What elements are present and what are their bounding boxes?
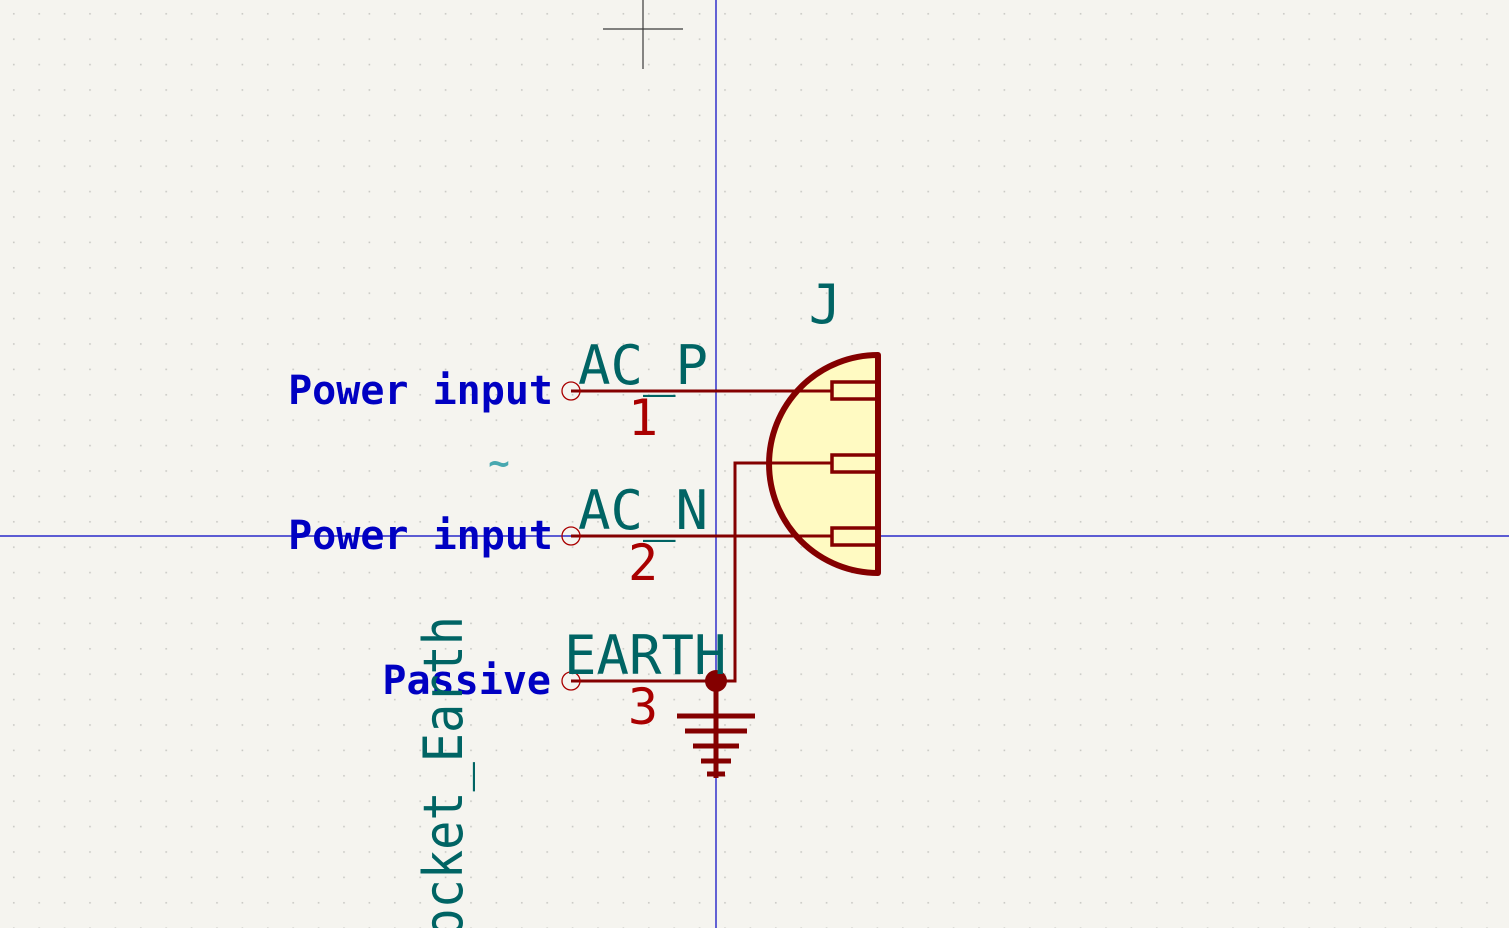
symbol-value[interactable]: Conn_WallSocket_Earth bbox=[412, 616, 475, 928]
pin-2-name: AC_N bbox=[578, 479, 708, 542]
alt-marker: ~ bbox=[488, 443, 510, 484]
pin-3-type: Passive bbox=[382, 658, 551, 704]
pin-2[interactable] bbox=[561, 526, 832, 546]
cursor-crosshair bbox=[603, 0, 683, 69]
reference-designator[interactable]: J bbox=[809, 273, 842, 336]
pin-1-endpoint-icon bbox=[561, 381, 581, 401]
pin-3-number: 3 bbox=[628, 678, 658, 736]
pin-1-number: 1 bbox=[628, 389, 658, 447]
earth-ground-icon bbox=[677, 681, 755, 778]
pin-1-type: Power input bbox=[288, 368, 553, 414]
pin-2-number: 2 bbox=[628, 534, 658, 592]
pin-1[interactable] bbox=[561, 381, 832, 401]
pin-3-name: EARTH bbox=[564, 624, 727, 687]
pin-1-name: AC_P bbox=[578, 334, 708, 397]
pin-3[interactable] bbox=[561, 671, 716, 691]
pin-3-endpoint-icon bbox=[561, 671, 581, 691]
pin-2-endpoint-icon bbox=[561, 526, 581, 546]
pin-2-type: Power input bbox=[288, 513, 553, 559]
